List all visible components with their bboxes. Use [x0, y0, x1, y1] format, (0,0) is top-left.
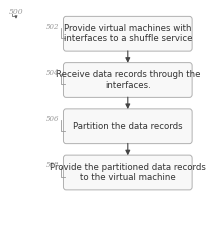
Text: 504: 504 [46, 69, 60, 77]
Text: 506: 506 [46, 115, 60, 123]
FancyBboxPatch shape [63, 109, 192, 144]
FancyBboxPatch shape [63, 16, 192, 51]
Text: Provide the partitioned data records
to the virtual machine: Provide the partitioned data records to … [50, 163, 206, 182]
Text: Partition the data records: Partition the data records [73, 122, 183, 131]
FancyBboxPatch shape [63, 155, 192, 190]
Text: 502: 502 [46, 22, 60, 30]
Text: 508: 508 [46, 161, 60, 169]
Text: 500: 500 [9, 8, 23, 16]
Text: Provide virtual machines with
interfaces to a shuffle service: Provide virtual machines with interfaces… [63, 24, 192, 44]
FancyBboxPatch shape [63, 62, 192, 98]
Text: Receive data records through the
interfaces.: Receive data records through the interfa… [56, 70, 200, 90]
